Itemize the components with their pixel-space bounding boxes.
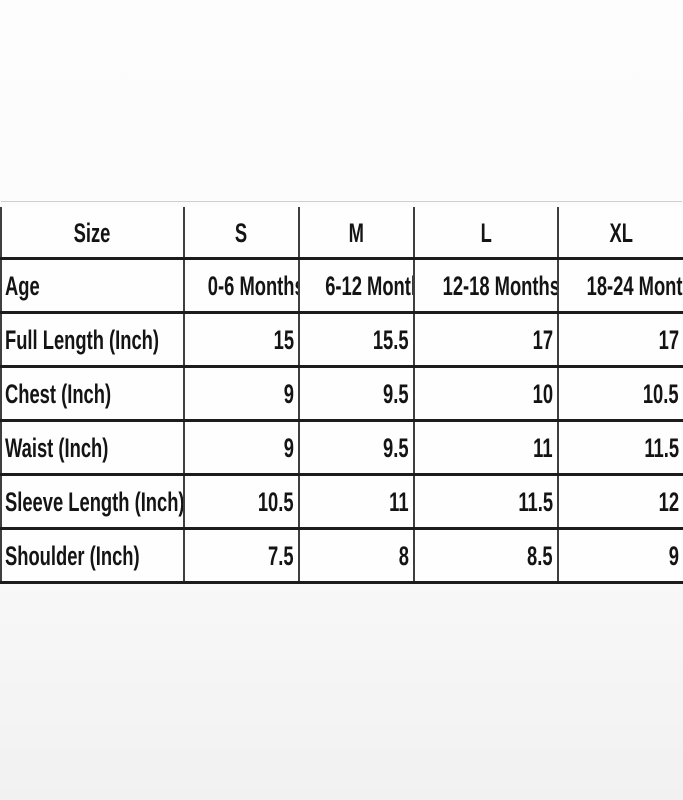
- cell-value: 9.5: [383, 433, 409, 463]
- row-label: Shoulder (Inch): [5, 541, 140, 571]
- row-label: Age: [5, 271, 40, 301]
- table-row-full-length: Full Length (Inch) 15 15.5 17 17: [0, 312, 683, 368]
- cell-value: 17: [658, 325, 679, 355]
- value-cell: 15.5: [298, 312, 414, 368]
- row-label: Waist (Inch): [5, 433, 109, 463]
- row-label: Full Length (Inch): [5, 325, 159, 355]
- cell-value: 9: [668, 541, 679, 571]
- row-label-cell: Waist (Inch): [0, 420, 184, 476]
- value-cell: 12: [557, 474, 683, 530]
- cell-value: 9: [283, 433, 294, 463]
- table-row-age: Age 0-6 Months 6-12 Months 12-18 Months …: [0, 258, 683, 314]
- header-cell-l: L: [413, 207, 558, 260]
- row-label-cell: Age: [0, 258, 184, 314]
- cell-value: 0-6 Months: [207, 271, 299, 301]
- cell-value: 11: [389, 487, 409, 517]
- value-cell: 17: [413, 312, 558, 368]
- cell-value: 10.5: [643, 379, 679, 409]
- header-label: XL: [609, 217, 633, 248]
- value-cell: 10: [413, 366, 558, 422]
- cell-value: 18-24 Months: [586, 271, 683, 301]
- value-cell: 6-12 Months: [298, 258, 414, 314]
- value-cell: 9.5: [298, 366, 414, 422]
- value-cell: 11: [413, 420, 558, 476]
- cell-value: 12-18 Months: [442, 271, 558, 301]
- value-cell: 9.5: [298, 420, 414, 476]
- header-label: Size: [74, 217, 111, 248]
- value-cell: 7.5: [183, 528, 299, 584]
- row-label-cell: Shoulder (Inch): [0, 528, 184, 584]
- value-cell: 15: [183, 312, 299, 368]
- header-label: S: [235, 217, 248, 248]
- cell-value: 10.5: [258, 487, 294, 517]
- value-cell: 17: [557, 312, 683, 368]
- value-cell: 12-18 Months: [413, 258, 558, 314]
- cell-value: 15: [273, 325, 294, 355]
- cell-value: 7.5: [268, 541, 294, 571]
- value-cell: 8: [298, 528, 414, 584]
- value-cell: 11.5: [413, 474, 558, 530]
- cell-value: 6-12 Months: [325, 271, 414, 301]
- value-cell: 18-24 Months: [557, 258, 683, 314]
- cell-value: 11.5: [644, 433, 679, 463]
- cell-value: 17: [532, 325, 553, 355]
- header-cell-size: Size: [0, 207, 184, 260]
- cell-value: 10: [532, 379, 553, 409]
- cell-value: 11: [533, 433, 553, 463]
- table-row-shoulder: Shoulder (Inch) 7.5 8 8.5 9: [0, 528, 683, 584]
- value-cell: 8.5: [413, 528, 558, 584]
- header-row: Size S M L XL: [0, 207, 683, 260]
- value-cell: 10.5: [557, 366, 683, 422]
- row-label: Chest (Inch): [5, 379, 112, 409]
- value-cell: 9: [557, 528, 683, 584]
- cell-value: 12: [658, 487, 679, 517]
- header-cell-m: M: [298, 207, 414, 260]
- value-cell: 11.5: [557, 420, 683, 476]
- cell-value: 11.5: [518, 487, 553, 517]
- cell-value: 15.5: [373, 325, 409, 355]
- value-cell: 9: [183, 366, 299, 422]
- table-top-gridline: [1, 201, 682, 202]
- row-label-cell: Full Length (Inch): [0, 312, 184, 368]
- value-cell: 9: [183, 420, 299, 476]
- cell-value: 9: [283, 379, 294, 409]
- cell-value: 8: [398, 541, 409, 571]
- table-row-chest: Chest (Inch) 9 9.5 10 10.5: [0, 366, 683, 422]
- row-label-cell: Sleeve Length (Inch): [0, 474, 184, 530]
- size-chart-table: Size S M L XL Age 0-6 Months 6-12 Months…: [0, 207, 683, 584]
- cell-value: 8.5: [527, 541, 553, 571]
- row-label: Sleeve Length (Inch): [5, 487, 184, 517]
- cell-value: 9.5: [383, 379, 409, 409]
- header-label: M: [348, 217, 365, 248]
- value-cell: 0-6 Months: [183, 258, 299, 314]
- value-cell: 10.5: [183, 474, 299, 530]
- header-cell-s: S: [183, 207, 299, 260]
- table-row-waist: Waist (Inch) 9 9.5 11 11.5: [0, 420, 683, 476]
- header-label: L: [480, 217, 492, 248]
- table-row-sleeve-length: Sleeve Length (Inch) 10.5 11 11.5 12: [0, 474, 683, 530]
- header-cell-xl: XL: [557, 207, 683, 260]
- row-label-cell: Chest (Inch): [0, 366, 184, 422]
- value-cell: 11: [298, 474, 414, 530]
